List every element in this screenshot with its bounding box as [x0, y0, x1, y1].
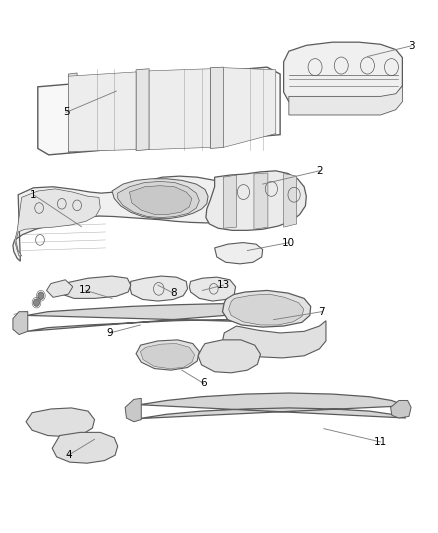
Polygon shape — [130, 185, 192, 214]
Polygon shape — [27, 304, 272, 332]
Polygon shape — [198, 340, 261, 373]
Polygon shape — [60, 276, 131, 298]
Polygon shape — [52, 432, 118, 463]
Text: 13: 13 — [217, 280, 230, 290]
Text: 9: 9 — [106, 328, 113, 338]
Polygon shape — [223, 321, 326, 358]
Polygon shape — [130, 276, 187, 301]
Polygon shape — [189, 277, 236, 301]
Polygon shape — [140, 393, 406, 418]
Polygon shape — [206, 171, 306, 230]
Polygon shape — [112, 179, 208, 219]
Polygon shape — [136, 69, 149, 151]
Polygon shape — [229, 294, 304, 325]
Polygon shape — [210, 67, 223, 149]
Text: 12: 12 — [79, 286, 92, 295]
Text: 4: 4 — [65, 450, 72, 460]
Polygon shape — [136, 340, 199, 370]
Polygon shape — [68, 72, 136, 152]
Text: 11: 11 — [374, 437, 387, 447]
Circle shape — [38, 292, 44, 300]
Polygon shape — [13, 312, 28, 335]
Text: 6: 6 — [201, 378, 207, 389]
Text: 7: 7 — [318, 306, 325, 317]
Text: 3: 3 — [408, 41, 414, 51]
Polygon shape — [215, 243, 263, 264]
Circle shape — [33, 299, 39, 306]
Polygon shape — [149, 69, 210, 150]
Polygon shape — [391, 400, 411, 418]
Polygon shape — [125, 398, 141, 422]
Polygon shape — [26, 408, 95, 437]
Polygon shape — [118, 181, 199, 217]
Text: 5: 5 — [63, 107, 70, 117]
Polygon shape — [223, 290, 311, 327]
Polygon shape — [46, 280, 73, 297]
Polygon shape — [284, 173, 297, 227]
Polygon shape — [223, 68, 276, 148]
Text: 8: 8 — [170, 288, 177, 298]
Polygon shape — [284, 42, 403, 108]
Text: 2: 2 — [316, 166, 323, 176]
Text: 1: 1 — [30, 190, 37, 200]
Polygon shape — [254, 173, 268, 229]
Polygon shape — [14, 189, 100, 256]
Polygon shape — [38, 67, 280, 155]
Polygon shape — [289, 86, 403, 115]
Text: 10: 10 — [283, 238, 295, 247]
Polygon shape — [68, 73, 77, 153]
Polygon shape — [13, 176, 290, 261]
Polygon shape — [223, 175, 237, 228]
Polygon shape — [141, 344, 194, 368]
